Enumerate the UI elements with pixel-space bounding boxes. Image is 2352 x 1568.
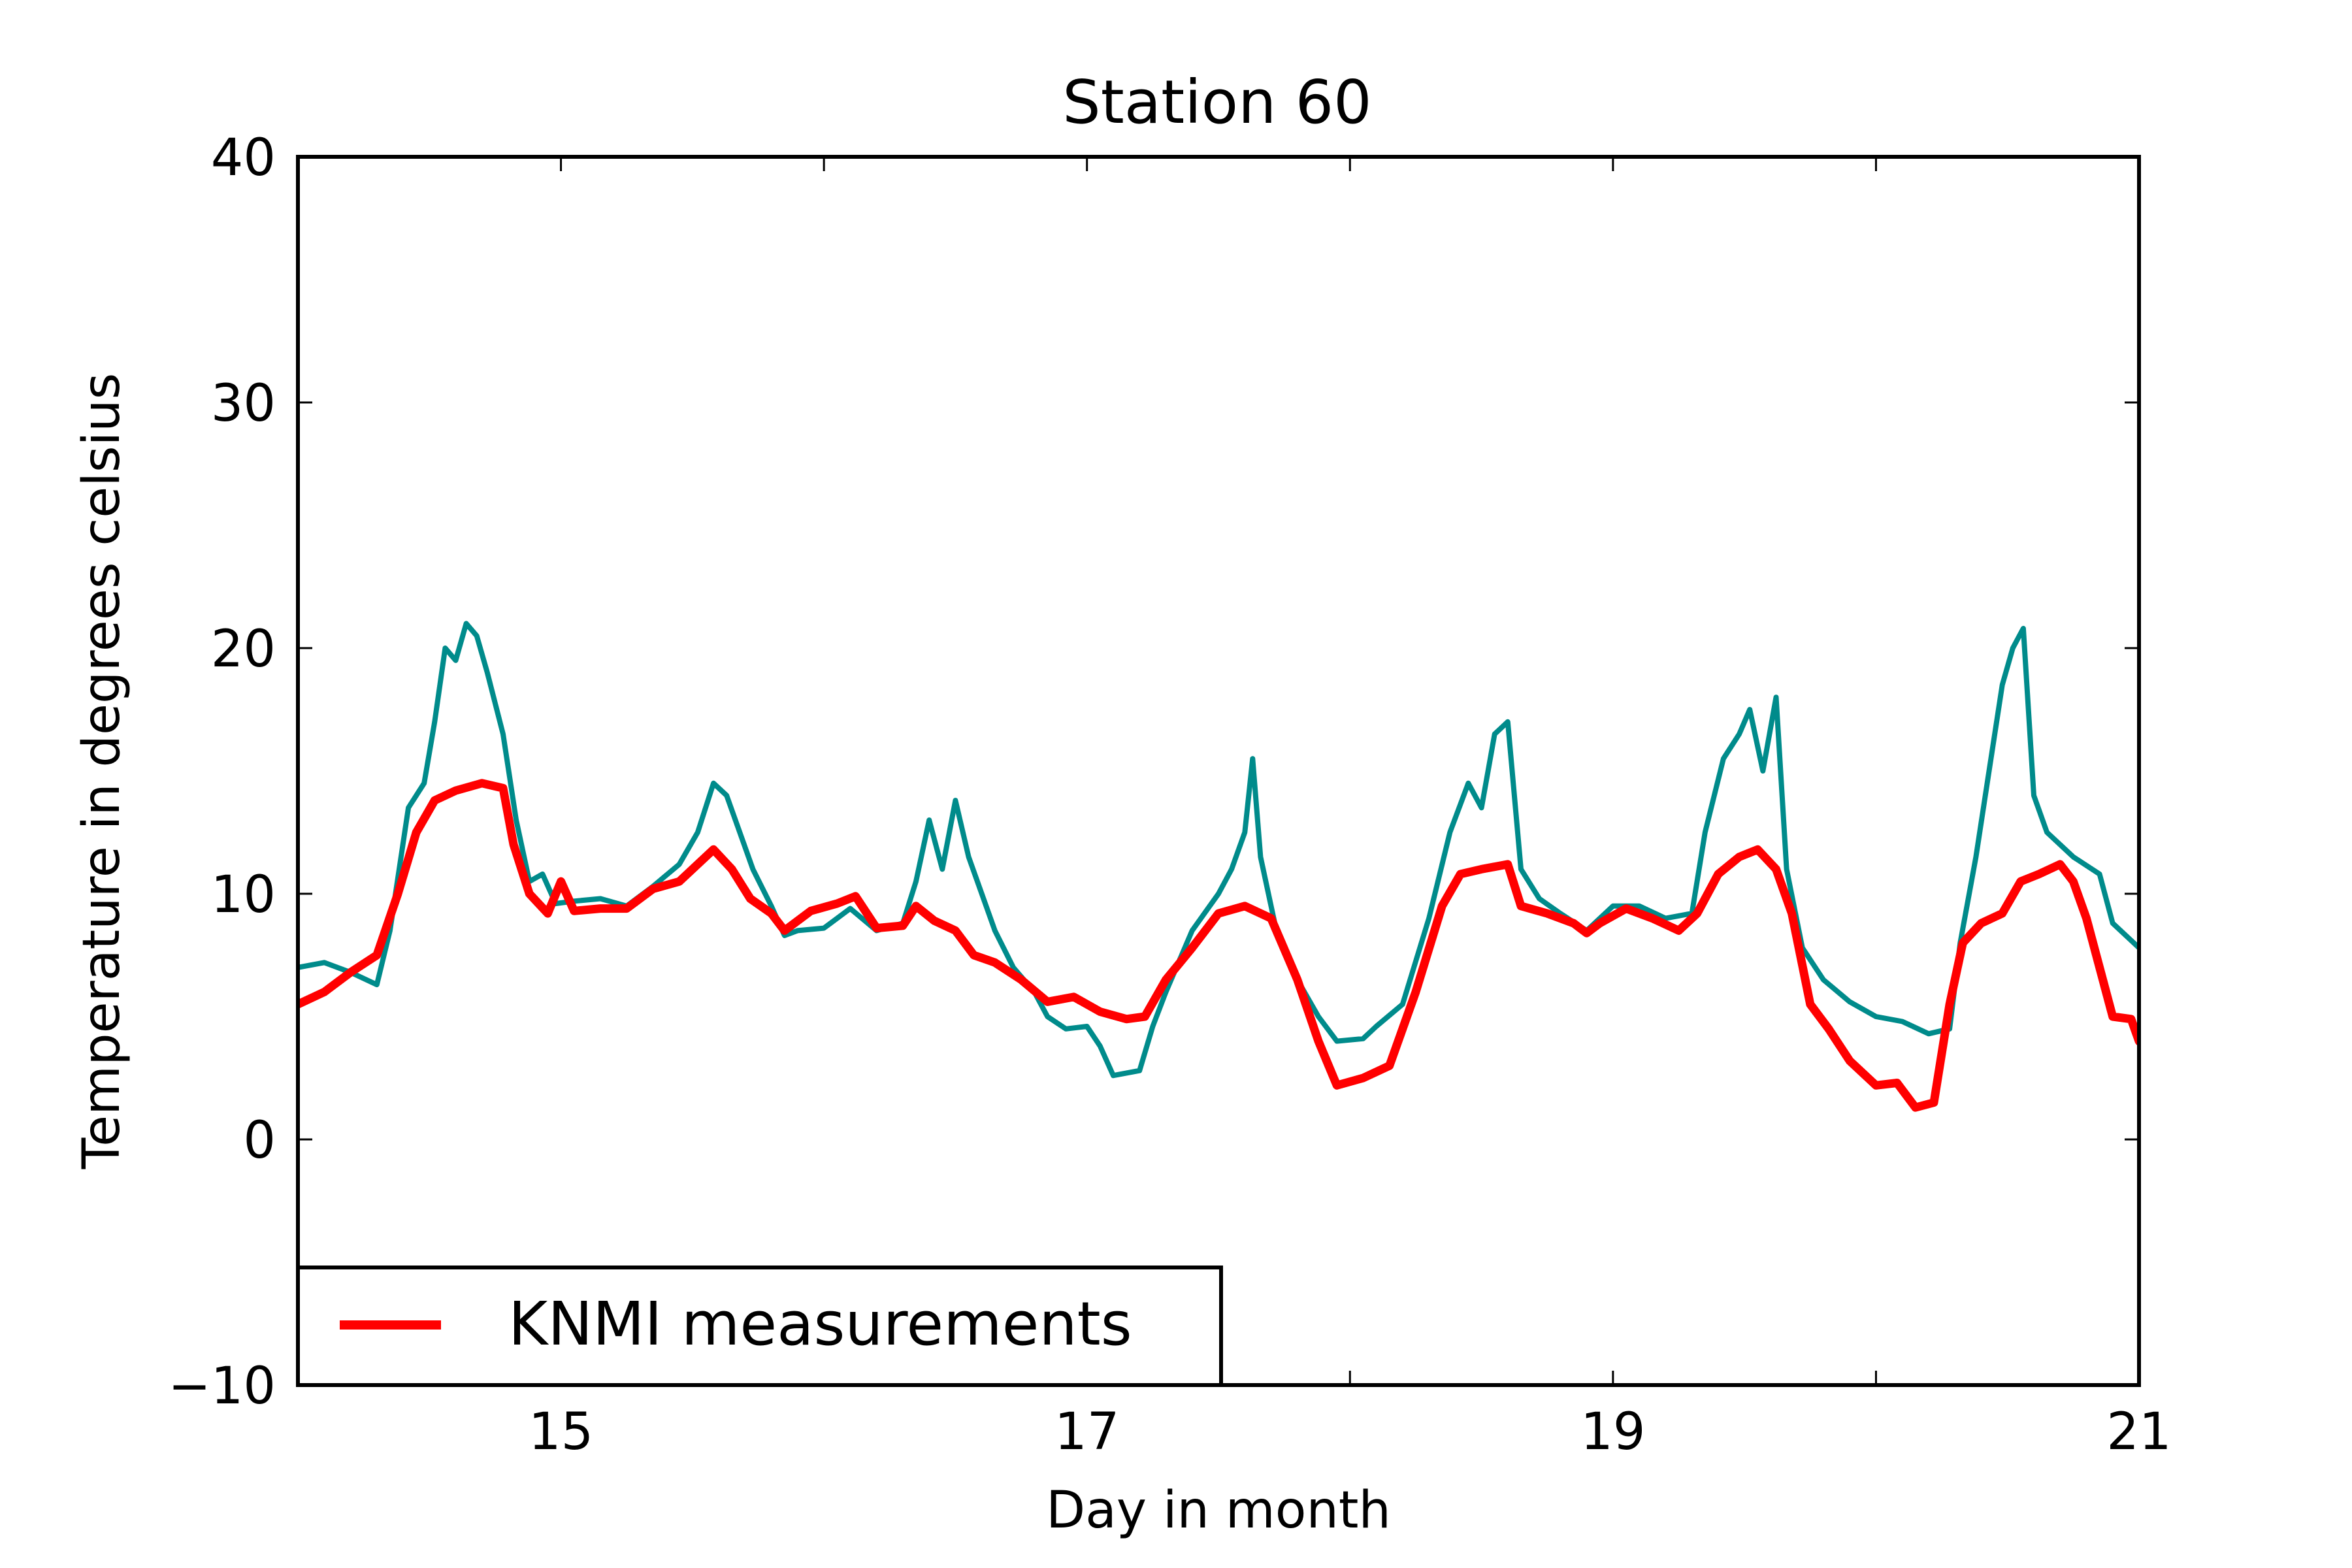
legend: KNMI measurements [296, 1266, 1223, 1387]
series-line-1 [298, 621, 2139, 1079]
series-layer [298, 621, 2139, 1112]
tick-labels-layer: 15 17 19 21 −10 0 10 20 30 40 [168, 129, 2171, 1462]
x-tick-label: 17 [1054, 1403, 1119, 1462]
plot-area [296, 155, 2141, 1387]
x-tick-label: 19 [1580, 1403, 1645, 1462]
chart-title: Station 60 [1062, 67, 1371, 137]
x-tick-label: 21 [2106, 1403, 2171, 1462]
y-tick-label: 0 [243, 1111, 276, 1170]
y-tick-label: −10 [168, 1357, 276, 1416]
plot-frame [296, 155, 2141, 1387]
y-tick-label: 30 [211, 374, 276, 433]
legend-box [296, 1266, 1223, 1387]
y-tick-label: 10 [211, 866, 276, 924]
series-line-knmi-measurements [298, 779, 2139, 1112]
legend-label: KNMI measurements [508, 1289, 1132, 1359]
x-tick-label: 15 [529, 1403, 593, 1462]
ticks-layer [298, 155, 2140, 1386]
y-tick-label: 40 [211, 129, 276, 188]
y-axis-label: Temperature in degrees celsius [73, 373, 131, 1169]
y-tick-label: 20 [211, 620, 276, 679]
x-axis-label: Day in month [1046, 1481, 1391, 1540]
